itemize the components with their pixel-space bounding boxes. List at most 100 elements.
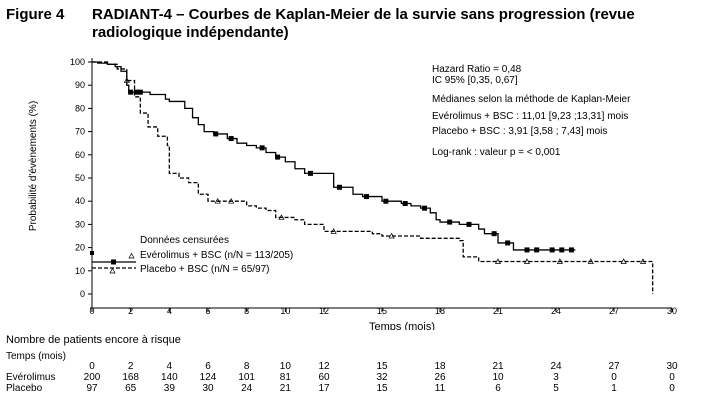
censor-mark-placebo: [388, 232, 395, 239]
risk-time-cell: 10: [279, 361, 291, 372]
risk-time-cell: 18: [434, 361, 446, 372]
x-tick-label: 18: [435, 306, 445, 316]
y-axis-title: Probabilité d'évènements (%): [28, 101, 39, 231]
censor-mark-everolimus: [128, 89, 134, 95]
legend-entry-everolimus: Evérolimus + BSC (n/N = 113/205): [140, 250, 293, 261]
risk-count-cell: 1: [611, 383, 617, 394]
censor-mark-everolimus: [336, 184, 342, 190]
risk-count-cell: 97: [86, 383, 98, 394]
y-tick-label: 90: [75, 80, 85, 90]
risk-count-cell: 30: [202, 383, 214, 394]
censor-mark-everolimus: [559, 247, 565, 253]
legend-symbol-censor-everolimus: [90, 251, 94, 255]
y-tick-label: 40: [75, 196, 85, 206]
censor-mark-everolimus: [259, 145, 265, 151]
risk-count-cell: 0: [611, 372, 617, 383]
x-axis-title: Temps (mois): [369, 321, 435, 330]
x-tick-label: 27: [609, 306, 619, 316]
risk-time-cell: 2: [127, 361, 134, 372]
censor-mark-placebo: [228, 197, 235, 204]
censor-mark-everolimus: [568, 247, 574, 253]
censor-mark-placebo: [556, 258, 563, 264]
risk-count-cell: 0: [669, 372, 675, 383]
risk-count-cell: 5: [553, 383, 559, 394]
risk-time-cell: 24: [550, 361, 562, 372]
y-tick-label: 60: [75, 150, 85, 160]
x-tick-label: 0: [89, 306, 94, 316]
risk-row-label: Evérolimus: [6, 372, 56, 383]
censor-mark-placebo: [214, 197, 221, 204]
stat-line: IC 95% [0,35, 0,67]: [432, 75, 518, 86]
risk-time-cell: 8: [243, 361, 250, 372]
risk-count-cell: 39: [163, 383, 175, 394]
risk-count-cell: 81: [279, 372, 291, 383]
x-tick-label: 6: [205, 306, 210, 316]
censor-mark-everolimus: [422, 205, 428, 211]
risk-count-cell: 24: [241, 383, 253, 394]
censor-mark-placebo: [620, 258, 627, 264]
censor-mark-placebo: [494, 258, 502, 264]
censor-mark-everolimus: [402, 201, 408, 207]
x-tick-label: 10: [280, 306, 290, 316]
x-tick-label: 15: [377, 306, 387, 316]
risk-time-cell: 0: [89, 361, 95, 372]
x-tick-label: 21: [493, 306, 503, 316]
risk-time-cell: 4: [166, 361, 173, 372]
y-tick-label: 70: [75, 127, 85, 137]
risk-count-cell: 21: [279, 383, 291, 394]
censor-mark-everolimus: [275, 154, 281, 160]
legend-marker-placebo: [109, 267, 116, 274]
risk-time-cell: 15: [376, 361, 388, 372]
stat-line: Médianes selon la méthode de Kaplan-Meie…: [432, 94, 631, 105]
risk-time-cell: 21: [492, 361, 504, 372]
x-tick-label: 4: [167, 306, 172, 316]
y-tick-label: 100: [70, 57, 85, 67]
risk-count-cell: 17: [318, 383, 330, 394]
x-tick-label: 30: [667, 306, 677, 316]
risk-count-cell: 6: [495, 383, 501, 394]
censor-mark-everolimus: [213, 131, 219, 137]
censor-mark-everolimus: [505, 240, 511, 246]
legend-entry-placebo: Placebo + BSC (n/N = 65/97): [140, 264, 270, 275]
legend-marker-everolimus: [111, 259, 116, 265]
censor-mark-placebo: [523, 258, 531, 264]
y-tick-label: 50: [75, 173, 85, 183]
risk-count-cell: 15: [376, 383, 388, 394]
censor-mark-placebo: [330, 228, 337, 234]
censor-mark-everolimus: [383, 198, 389, 204]
x-tick-label: 24: [551, 306, 561, 316]
risk-count-cell: 26: [434, 372, 446, 383]
censor-mark-everolimus: [307, 170, 313, 176]
legend-symbol-censor-placebo: [128, 252, 135, 259]
censor-mark-everolimus: [447, 219, 453, 225]
censor-mark-everolimus: [228, 136, 234, 142]
risk-count-cell: 140: [160, 372, 178, 383]
risk-count-cell: 124: [199, 372, 217, 383]
stat-line: Placebo + BSC : 3,91 [3,58 ; 7,43] mois: [432, 126, 607, 137]
x-tick-label: 2: [128, 306, 133, 316]
censor-mark-placebo: [587, 258, 594, 264]
legend-title: Données censurées: [140, 235, 229, 246]
risk-count-cell: 200: [83, 372, 101, 383]
y-tick-label: 20: [75, 243, 85, 253]
censor-mark-everolimus: [364, 194, 370, 200]
censor-mark-everolimus: [534, 247, 540, 253]
risk-count-cell: 168: [122, 372, 139, 383]
censor-mark-everolimus: [133, 89, 139, 95]
y-tick-label: 80: [75, 103, 85, 113]
stat-line: Log-rank : valeur p = < 0,001: [432, 147, 561, 158]
stat-line: Hazard Ratio = 0,48: [432, 64, 522, 75]
censor-mark-everolimus: [524, 247, 530, 253]
risk-time-cell: 12: [318, 361, 330, 372]
risk-time-cell: 27: [608, 361, 620, 372]
risk-count-cell: 65: [125, 383, 137, 394]
stat-line: Evérolimus + BSC : 11,01 [9,23 ;13,31] m…: [432, 111, 628, 122]
risk-count-cell: 101: [238, 372, 255, 383]
censor-mark-placebo: [639, 258, 647, 264]
risk-count-cell: 60: [318, 372, 330, 383]
censor-mark-placebo: [278, 214, 285, 220]
censor-mark-everolimus: [137, 89, 143, 95]
y-tick-label: 0: [80, 289, 85, 299]
risk-time-cell: 30: [666, 361, 678, 372]
